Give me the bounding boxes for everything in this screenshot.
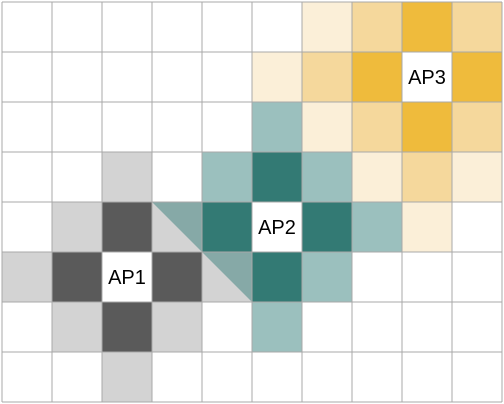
ap3-coverage-cell: [352, 2, 402, 52]
ap3-coverage-cell: [402, 2, 452, 52]
ap3-cell: [402, 52, 452, 102]
ap2-coverage-cell: [202, 202, 252, 252]
ap1-coverage-cell: [152, 252, 202, 302]
ap2-coverage-cell: [302, 202, 352, 252]
ap1-coverage-cell: [52, 252, 102, 302]
ap3-coverage-cell: [302, 102, 352, 152]
ap2-coverage-cell: [252, 102, 302, 152]
ap3-coverage-cell: [402, 102, 452, 152]
ap3-label: AP3: [408, 67, 446, 89]
ap3-coverage-cell: [352, 102, 402, 152]
ap2-label: AP2: [258, 217, 296, 239]
ap1-coverage-cell: [102, 152, 152, 202]
access-point-labels: AP1 AP2 AP3: [108, 67, 446, 289]
ap1-coverage-cell: [2, 252, 52, 302]
ap1-coverage-cell: [52, 302, 102, 352]
ap3-coverage-cell: [452, 52, 502, 102]
ap1-coverage-cell: [102, 302, 152, 352]
ap3-coverage-cell: [402, 202, 452, 252]
ap2-cell: [252, 202, 302, 252]
overlap-ap1-ap2-lower: [202, 252, 252, 302]
ap1-label: AP1: [108, 267, 146, 289]
ap3-coverage-cell: [302, 2, 352, 52]
ap3-coverage-cell: [402, 152, 452, 202]
ap3-coverage-cell: [452, 102, 502, 152]
ap2-coverage-cell: [352, 202, 402, 252]
ap1-coverage-cell: [152, 302, 202, 352]
overlap-cells: [152, 202, 252, 302]
ap2-coverage-cell: [202, 152, 252, 202]
ap3-coverage-cell: [452, 2, 502, 52]
ap2-coverage-cell: [302, 152, 352, 202]
ap3-coverage-cell: [352, 152, 402, 202]
ap2-coverage-cell: [252, 302, 302, 352]
ap3-coverage-cell: [452, 152, 502, 202]
ap2-coverage-cell: [252, 152, 302, 202]
ap3-coverage-cell: [252, 52, 302, 102]
ap1-coverage-cell: [102, 352, 152, 402]
ap2-coverage-cell: [252, 252, 302, 302]
ap1-cell: [102, 252, 152, 302]
ap3-coverage-cell: [352, 52, 402, 102]
overlap-ap1-ap2-upper: [152, 202, 202, 252]
ap3-coverage-cell: [302, 52, 352, 102]
ap1-coverage-cell: [52, 202, 102, 252]
ap1-coverage-cell: [102, 202, 152, 252]
ap2-coverage-cell: [302, 252, 352, 302]
